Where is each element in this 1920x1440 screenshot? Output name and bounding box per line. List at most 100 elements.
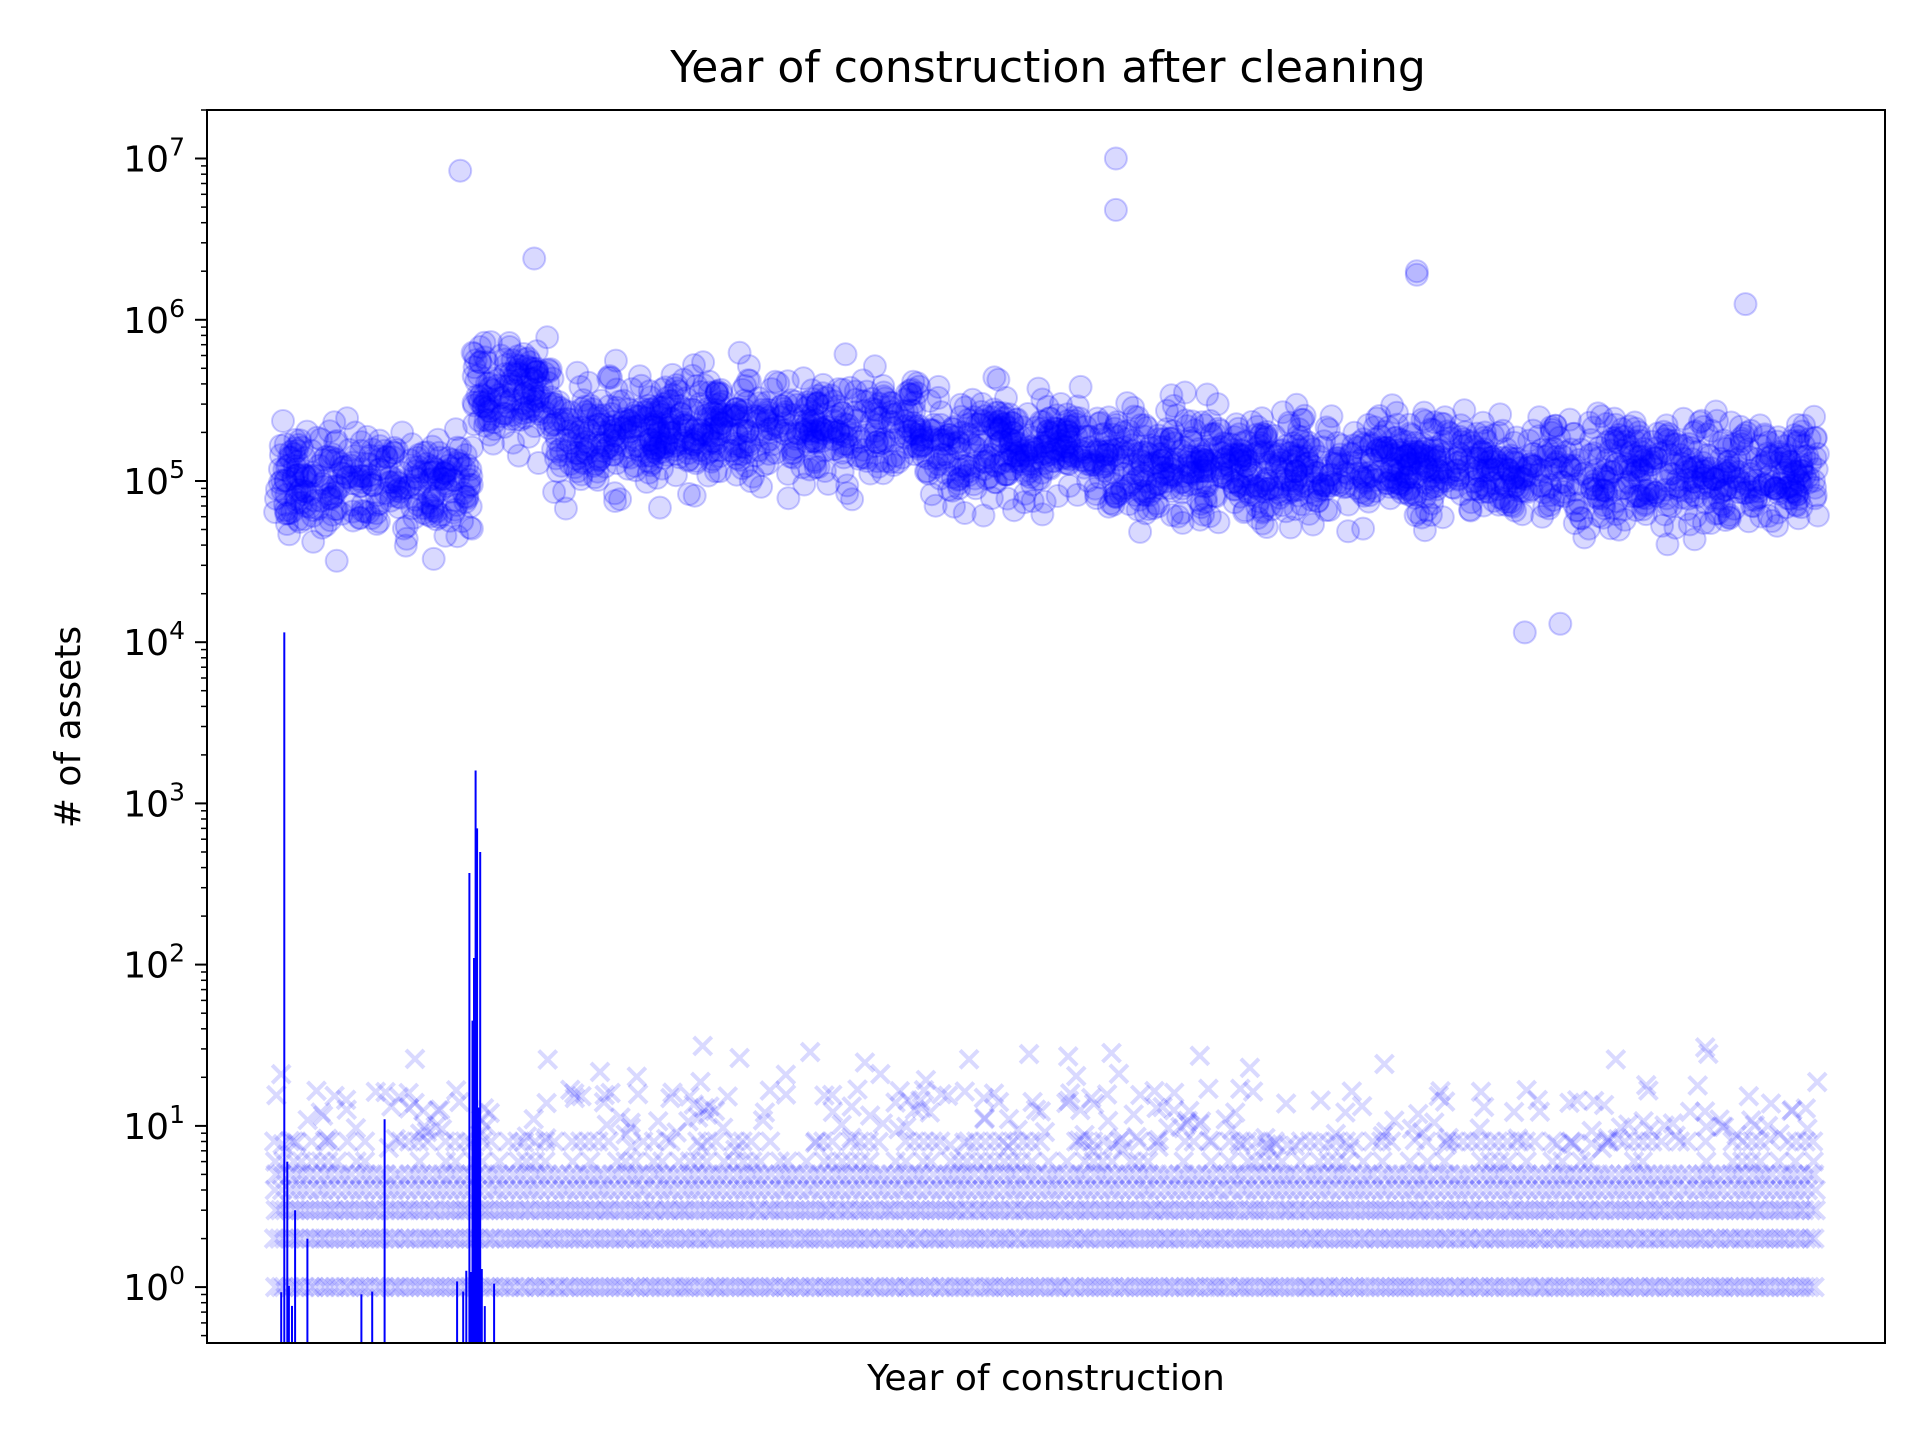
circle-point: [1780, 472, 1805, 497]
circle-point: [982, 397, 1007, 422]
circle-point: [518, 350, 543, 375]
circle-point: [1073, 440, 1098, 465]
circle-point: [1311, 473, 1336, 498]
circle-point: [1339, 441, 1363, 466]
circle-point: [1156, 449, 1181, 474]
y-tick-base: 10: [123, 301, 169, 342]
circle-point: [862, 354, 887, 379]
circle-point: [1519, 477, 1544, 502]
circle-point: [1683, 455, 1707, 480]
circle-point: [1544, 457, 1568, 482]
circle-point: [725, 404, 750, 429]
circle-point: [1369, 435, 1394, 460]
circle-point: [535, 325, 560, 350]
circle-point: [1247, 474, 1271, 499]
circle-point: [1557, 454, 1582, 479]
circle-point: [1493, 475, 1518, 500]
circle-point: [1385, 474, 1410, 499]
circle-point: [340, 464, 365, 489]
circle-point: [1151, 462, 1176, 487]
y-tick-base: 10: [123, 784, 169, 825]
circle-point: [885, 401, 910, 426]
y-tick-base: 10: [123, 140, 169, 181]
circle-point: [324, 447, 349, 472]
circle-point: [1326, 446, 1351, 471]
circle-point: [871, 431, 896, 456]
circle-point: [1197, 504, 1222, 529]
circle-point: [328, 461, 353, 485]
circle-point: [466, 363, 491, 388]
circle-point: [1117, 492, 1142, 516]
circle-point: [984, 470, 1009, 495]
circle-point: [628, 438, 653, 463]
circle-point: [585, 459, 610, 484]
circle-point: [971, 449, 996, 474]
circle-point: [1788, 470, 1812, 495]
circle-point: [332, 461, 357, 486]
circle-point: [1232, 472, 1257, 497]
circle-point: [1651, 419, 1676, 444]
circle-point: [1674, 497, 1699, 522]
circle-point: [755, 451, 780, 476]
circle-point: [1172, 435, 1197, 460]
circle-point: [708, 422, 732, 447]
circle-point: [502, 362, 527, 387]
circle-point: [1125, 497, 1150, 522]
circle-point: [1314, 498, 1339, 523]
y-tick-base: 10: [123, 1268, 169, 1309]
circle-point: [1137, 451, 1162, 476]
circle-point: [282, 454, 307, 479]
circle-point: [1159, 425, 1184, 450]
circle-point: [462, 341, 487, 366]
circle-point: [1084, 482, 1108, 506]
circle-point: [1470, 439, 1495, 464]
circle-point: [1586, 401, 1610, 426]
circle-point: [1144, 472, 1169, 497]
circle-point: [1782, 423, 1807, 448]
circle-point: [999, 457, 1024, 482]
circle-point: [1176, 443, 1201, 468]
circle-point: [1684, 485, 1709, 509]
circle-point: [1641, 483, 1666, 508]
circle-point: [1594, 478, 1618, 503]
circle-point: [1506, 476, 1530, 501]
circle-point: [1598, 516, 1623, 541]
circle-point: [1329, 433, 1354, 458]
circle-point: [1351, 516, 1376, 541]
circle-point: [1032, 444, 1057, 469]
circle-point: [834, 424, 859, 449]
circle-point: [697, 369, 722, 394]
circle-point: [561, 422, 586, 447]
circle-point: [956, 407, 981, 432]
y-tick-exponent: 3: [169, 777, 185, 806]
circle-point: [746, 438, 771, 463]
circle-point: [843, 387, 868, 412]
circle-point: [997, 402, 1022, 427]
circle-point: [925, 445, 949, 470]
circle-point: [1057, 473, 1082, 498]
circle-point: [774, 391, 799, 416]
circle-point: [273, 492, 297, 517]
circle-point: [1128, 519, 1153, 544]
circle-point: [1762, 476, 1787, 501]
circle-point: [1604, 502, 1629, 527]
circle-point: [1529, 457, 1554, 482]
circle-point: [485, 373, 510, 398]
circle-point: [478, 330, 503, 355]
circle-point: [643, 436, 668, 461]
circle-point: [1019, 434, 1044, 459]
circle-point: [489, 404, 514, 429]
circle-point: [1544, 449, 1569, 474]
circle-point: [1228, 448, 1253, 473]
circle-point: [778, 444, 803, 469]
circle-point: [946, 429, 971, 454]
circle-point-outlier: [1103, 146, 1128, 171]
circle-point: [1032, 441, 1057, 465]
circle-point: [607, 389, 632, 414]
circle-point: [743, 443, 768, 468]
circle-point: [1617, 452, 1642, 477]
circle-point: [801, 409, 826, 434]
circle-point: [1234, 447, 1258, 472]
circle-point: [1781, 479, 1806, 504]
circle-point: [1472, 420, 1497, 445]
